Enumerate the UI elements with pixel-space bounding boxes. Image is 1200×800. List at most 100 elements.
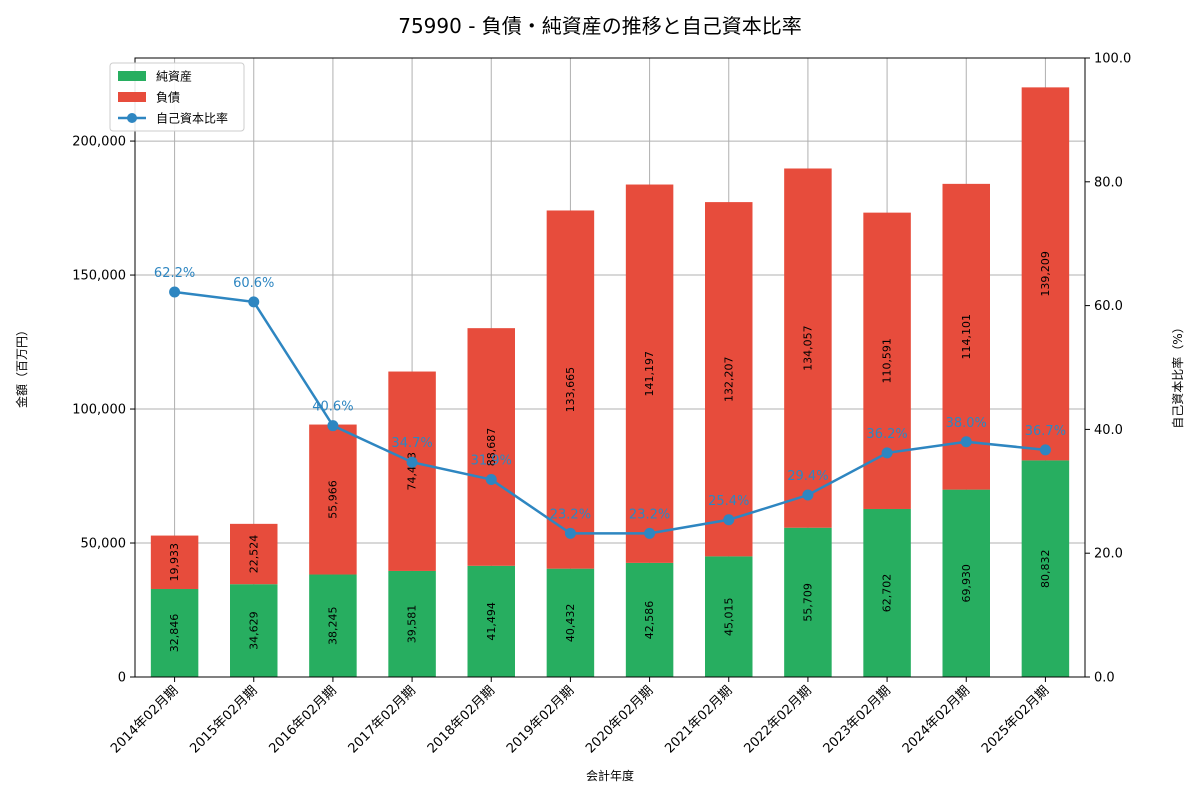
- ratio-point: [248, 296, 260, 308]
- legend-label: 負債: [156, 90, 180, 105]
- ratio-label: 34.7%: [391, 436, 432, 451]
- ratio-point: [169, 286, 181, 298]
- bar-liabilities: [230, 523, 278, 585]
- ratio-label: 60.6%: [233, 276, 274, 291]
- bar-label-equity: 40,432: [564, 604, 577, 643]
- x-tick-label: 2021年02月期: [662, 683, 735, 756]
- ratio-label: 23.2%: [629, 507, 670, 522]
- x-tick-label: 2025年02月期: [979, 683, 1052, 756]
- ratio-label: 31.9%: [471, 454, 512, 469]
- bar-liabilities: [150, 535, 199, 589]
- y-tick-label: 100,000: [72, 403, 126, 418]
- ratio-label: 40.6%: [312, 400, 353, 415]
- bar-equity: [705, 556, 753, 677]
- bar-label-liabilities: 134,057: [801, 325, 814, 371]
- ratio-label: 36.2%: [866, 427, 907, 442]
- x-tick-label: 2017年02月期: [346, 683, 419, 756]
- ratio-label: 36.7%: [1025, 424, 1066, 439]
- x-tick-label: 2016年02月期: [266, 683, 339, 756]
- x-tick-label: 2022年02月期: [741, 683, 814, 756]
- bar-equity: [784, 527, 832, 677]
- x-tick-label: 2020年02月期: [583, 683, 656, 756]
- ratio-point: [644, 527, 656, 539]
- bar-label-liabilities: 139,209: [1039, 251, 1052, 297]
- y2-tick-label: 40.0: [1094, 423, 1123, 438]
- bar-liabilities: [863, 212, 911, 509]
- bar-label-equity: 38,245: [326, 607, 339, 646]
- ratio-line-path: [174, 290, 1046, 535]
- y2-tick-label: 20.0: [1094, 547, 1123, 562]
- bar-label-liabilities: 114,101: [960, 314, 973, 360]
- chart-title: 75990 - 負債・純資産の推移と自己資本比率: [398, 14, 802, 38]
- bar-label-liabilities: 22,524: [247, 535, 260, 574]
- bar-equity: [150, 588, 199, 677]
- bar-liabilities: [546, 210, 595, 569]
- ratio-point: [485, 474, 497, 486]
- ratio-point: [960, 436, 972, 448]
- bar-equity: [388, 570, 436, 677]
- bar-liabilities: [309, 424, 357, 575]
- bar-label-equity: 34,629: [247, 611, 260, 650]
- ratio-point: [327, 420, 339, 432]
- y2-tick-label: 100.0: [1094, 52, 1131, 67]
- ratio-label: 25.4%: [708, 494, 749, 509]
- bar-label-liabilities: 141,197: [643, 351, 656, 397]
- bar-label-equity: 42,586: [643, 601, 656, 640]
- bar-liabilities: [705, 202, 753, 557]
- y-tick-label: 0: [118, 671, 126, 686]
- legend-label: 純資産: [156, 69, 192, 84]
- ratio-point: [564, 527, 576, 539]
- ratio-point: [1039, 444, 1051, 456]
- bar-equity: [942, 489, 990, 677]
- bar-liabilities: [784, 168, 832, 528]
- y-tick-label: 150,000: [72, 269, 126, 284]
- legend-swatch: [118, 71, 146, 81]
- legend-swatch: [118, 92, 146, 102]
- ratio-point: [881, 447, 893, 459]
- ratio-label: 23.2%: [550, 507, 591, 522]
- bar-label-equity: 41,494: [485, 602, 498, 641]
- bar-label-equity: 80,832: [1039, 549, 1052, 588]
- ratio-line: 62.2% 60.6% 40.6% 34.7% 31.9% 23.2% 23.2% 25.4%…: [154, 266, 1066, 539]
- bar-liabilities: [388, 371, 436, 571]
- bar-equity: [1021, 460, 1070, 677]
- y-axis-title: 金額（百万円）: [14, 324, 29, 408]
- ratio-label: 29.4%: [787, 469, 828, 484]
- bar-label-equity: 45,015: [722, 597, 735, 636]
- bar-liabilities: [625, 184, 674, 563]
- legend-label: 自己資本比率: [156, 111, 228, 126]
- bars: [150, 87, 1070, 677]
- bar-equity: [467, 565, 515, 677]
- bar-equity: [230, 584, 278, 677]
- ratio-point: [406, 456, 418, 468]
- y2-tick-label: 0.0: [1094, 671, 1115, 686]
- bar-label-liabilities: 19,933: [168, 543, 181, 582]
- bar-label-liabilities: 133,665: [564, 367, 577, 413]
- bar-label-liabilities: 55,966: [326, 480, 339, 518]
- x-axis-title: 会計年度: [586, 768, 634, 783]
- ratio-label: 38.0%: [946, 416, 987, 431]
- x-tick-label: 2018年02月期: [425, 683, 498, 756]
- bar-label-liabilities: 110,591: [881, 338, 894, 384]
- y-tick-label: 200,000: [72, 135, 126, 150]
- bar-label-equity: 55,709: [801, 583, 814, 622]
- y2-axis-title: 自己資本比率（%）: [1170, 321, 1185, 428]
- bar-liabilities: [1021, 87, 1070, 461]
- bar-equity: [625, 562, 674, 677]
- bar-label-equity: 69,930: [960, 564, 973, 603]
- bar-label-liabilities: 88,687: [485, 428, 498, 467]
- x-tick-label: 2014年02月期: [108, 683, 181, 756]
- ratio-point: [802, 489, 814, 501]
- bar-label-equity: 62,702: [881, 574, 894, 613]
- ratio-point: [723, 514, 735, 526]
- plot-frame: [134, 57, 1086, 678]
- x-tick-label: 2015年02月期: [187, 683, 260, 756]
- legend-swatch-marker: [127, 113, 137, 123]
- bar-equity: [309, 574, 357, 677]
- bar-equity: [863, 508, 911, 677]
- bar-label-equity: 32,846: [168, 614, 181, 653]
- x-tick-label: 2024年02月期: [900, 683, 973, 756]
- ratio-label: 62.2%: [154, 266, 195, 281]
